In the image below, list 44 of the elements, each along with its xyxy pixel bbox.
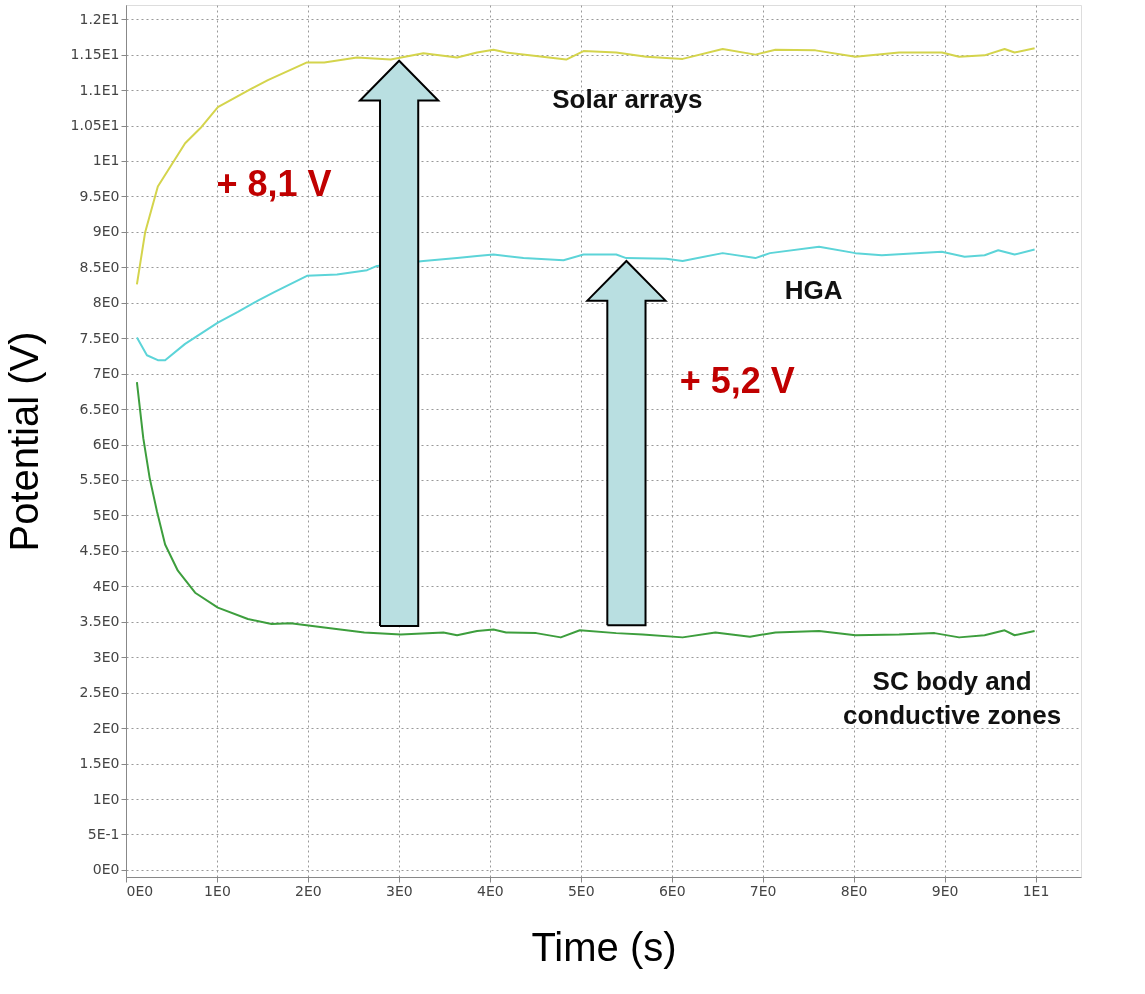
- y-tick-label: 8E0: [92, 294, 120, 311]
- x-tick-label: 1E0: [204, 882, 231, 899]
- y-tick-label: 7E0: [92, 365, 120, 382]
- x-tick-label: 9E0: [931, 882, 959, 899]
- annotation: + 5,2 V: [679, 359, 795, 401]
- x-tick-label: 4E0: [476, 882, 504, 899]
- y-tick-label: 5E-1: [87, 825, 120, 842]
- y-tick-label: 3E0: [92, 648, 120, 665]
- y-tick-label: 4.5E0: [79, 542, 120, 559]
- y-tick-label: 3.5E0: [79, 613, 120, 630]
- y-tick-label: 1E1: [92, 152, 120, 169]
- series-label: HGA: [784, 275, 843, 306]
- x-tick-label: 6E0: [658, 882, 686, 899]
- x-axis-title: Time (s): [531, 924, 677, 969]
- y-tick-label: 8.5E0: [79, 258, 120, 275]
- y-tick-label: 1.15E1: [70, 46, 120, 63]
- x-tick-label: 1E1: [1022, 882, 1050, 899]
- y-tick-label: 9E0: [92, 223, 120, 240]
- y-tick-label: 5E0: [92, 506, 120, 523]
- x-tick-label: 5E0: [567, 882, 595, 899]
- y-tick-label: 6E0: [92, 436, 120, 453]
- line-series: [135, 245, 1036, 362]
- y-tick-label: 1E0: [92, 790, 120, 807]
- x-tick-label: 3E0: [386, 882, 413, 899]
- y-tick-label: 0E0: [92, 861, 120, 878]
- x-tick-label: 8E0: [840, 882, 868, 899]
- y-tick-label: 2E0: [92, 719, 120, 736]
- series-label: Solar arrays: [552, 84, 703, 115]
- y-tick-label: 1.05E1: [70, 117, 120, 134]
- y-tick-label: 1.2E1: [79, 10, 120, 27]
- series-label: SC body and conductive zones: [843, 666, 1062, 731]
- y-tick-label: 1.1E1: [79, 81, 120, 98]
- x-tick-label: 0E0: [126, 882, 154, 899]
- y-tick-label: 1.5E0: [79, 755, 120, 772]
- y-tick-label: 7.5E0: [79, 329, 120, 346]
- y-axis-title: Potential (V): [1, 331, 46, 552]
- y-tick-label: 9.5E0: [79, 187, 120, 204]
- y-tick-label: 6.5E0: [79, 400, 120, 417]
- y-tick-label: 5.5E0: [79, 471, 120, 488]
- y-tick-label: 4E0: [92, 577, 120, 594]
- x-tick-label: 2E0: [295, 882, 322, 899]
- annotation: + 8,1 V: [216, 162, 332, 204]
- x-tick-label: 7E0: [749, 882, 777, 899]
- y-tick-label: 2.5E0: [79, 684, 120, 701]
